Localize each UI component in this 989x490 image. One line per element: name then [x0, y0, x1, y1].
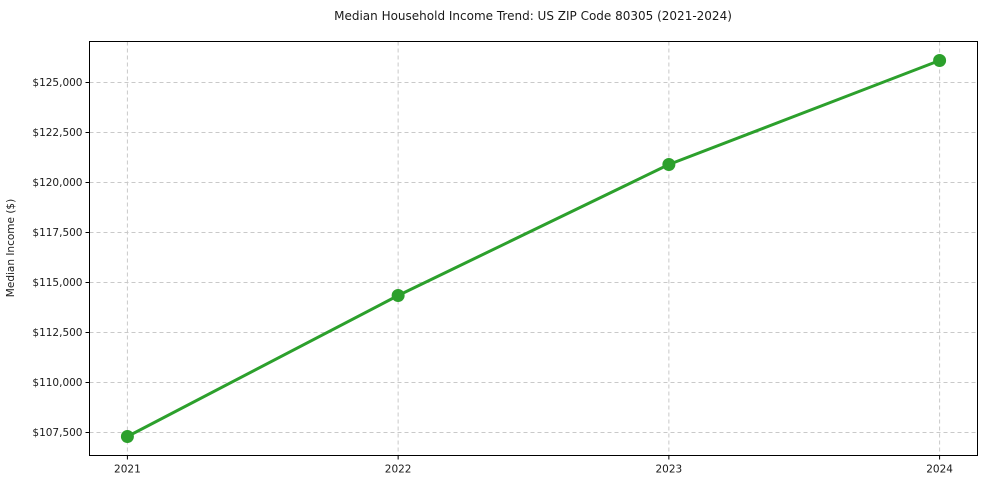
plot-area: $107,500 $110,000 $112,500 $115,000 $117,500… [32, 41, 978, 476]
y-tick-label: $122,500 [32, 127, 82, 139]
x-tick-label: 2023 [655, 464, 682, 476]
y-tick-label: $112,500 [32, 327, 82, 339]
y-tick-label: $107,500 [32, 427, 82, 439]
data-point [120, 430, 134, 443]
trend-line [125, 59, 942, 438]
y-tick-label: $117,500 [32, 227, 82, 239]
y-tick-label: $120,000 [32, 177, 82, 189]
x-tick-label: 2022 [385, 464, 412, 476]
data-point [933, 54, 947, 67]
x-tick-label: 2021 [114, 464, 141, 476]
plot-border [89, 41, 978, 456]
data-point [391, 289, 405, 302]
y-axis-label: Median Income ($) [5, 199, 17, 297]
chart-title: Median Household Income Trend: US ZIP Co… [334, 9, 732, 23]
data-point [662, 158, 676, 171]
y-tick-label: $125,000 [32, 77, 82, 89]
y-tick-label: $110,000 [32, 377, 82, 389]
y-tick-label: $115,000 [32, 277, 82, 289]
x-tick-label: 2024 [926, 464, 953, 476]
